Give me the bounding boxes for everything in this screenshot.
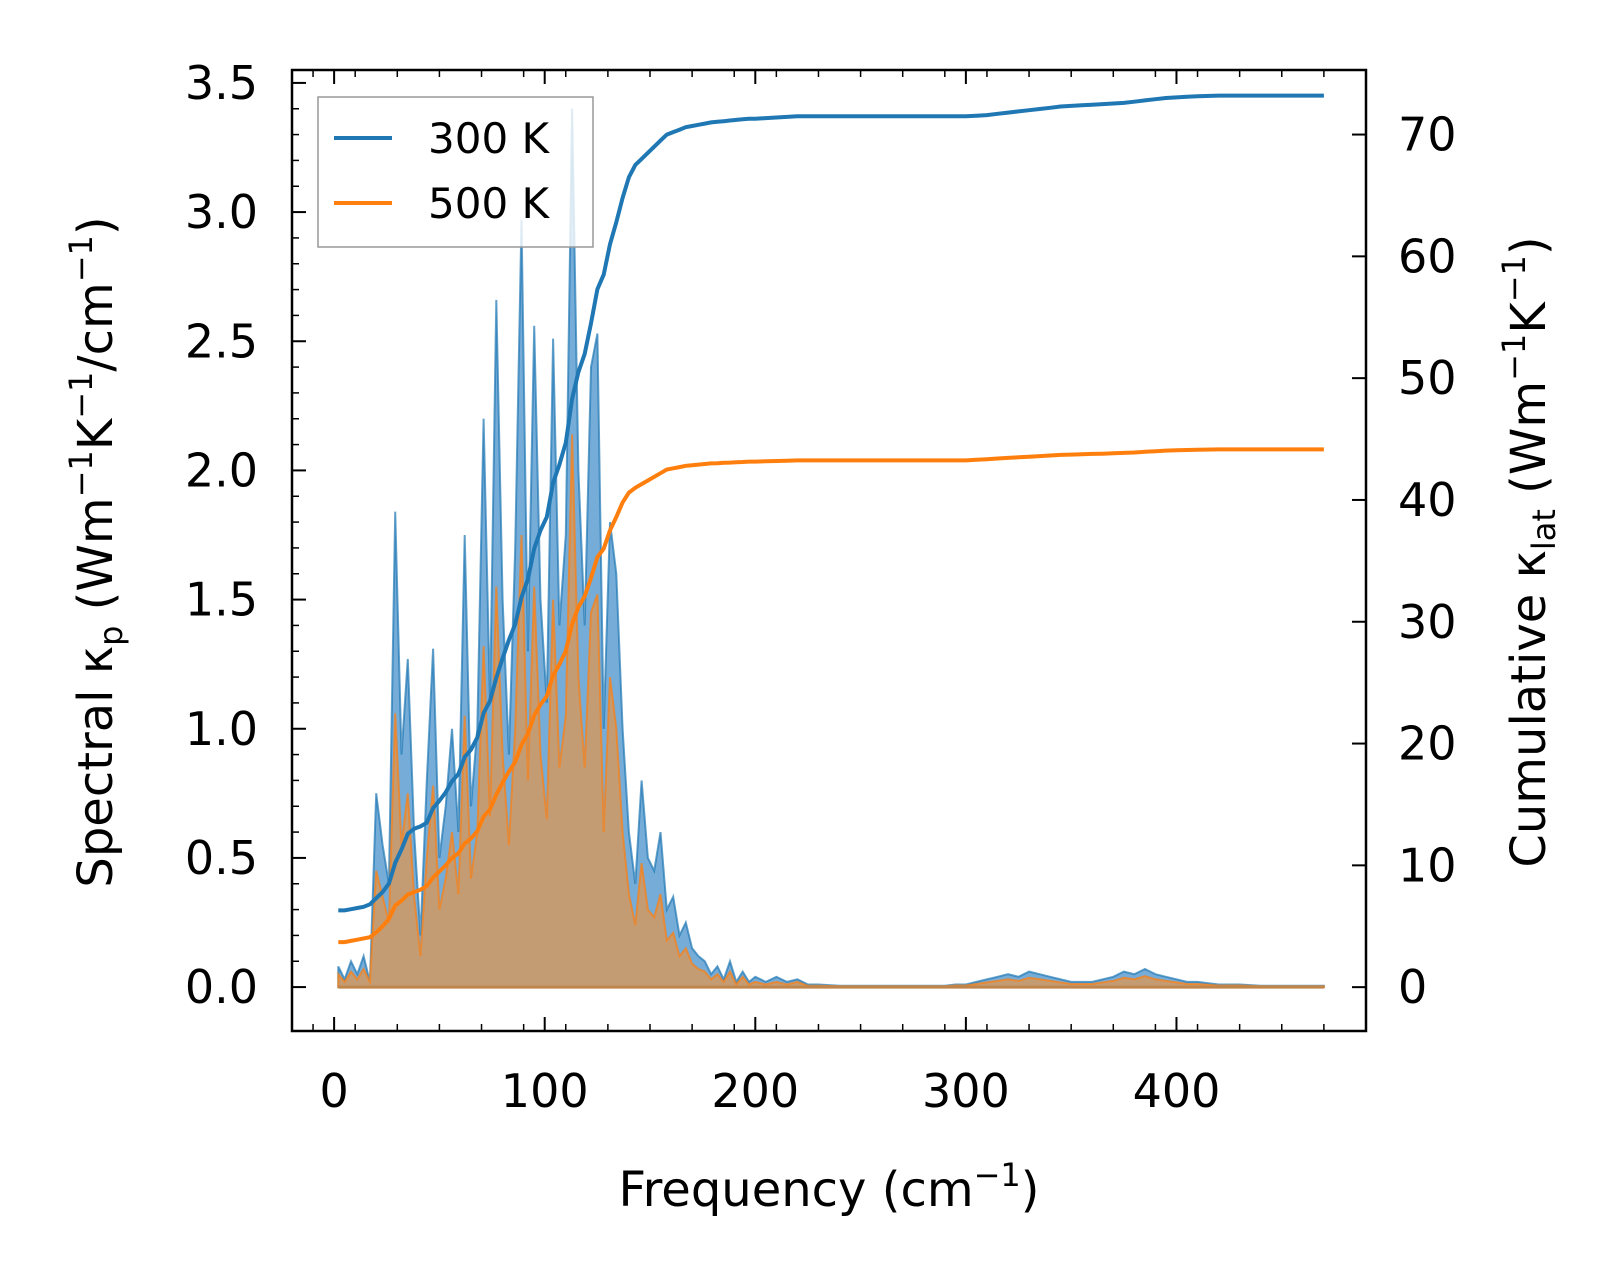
x-tick-label: 100: [501, 1064, 589, 1118]
x-axis-label: Frequency (cm−1): [618, 1156, 1039, 1218]
y-axis-right-label: Cumulative κlat (Wm−1K−1): [1495, 236, 1563, 867]
y-right-tick-label: 0: [1398, 960, 1427, 1014]
y-left-tick-label: 0.5: [185, 831, 258, 885]
legend: 300 K 500 K: [317, 96, 594, 248]
y-right-tick-label: 40: [1398, 473, 1457, 527]
y-left-tick-label: 2.5: [185, 314, 258, 368]
y-left-tick-label: 2.0: [185, 443, 258, 497]
legend-label-500k: 500 K: [428, 179, 551, 228]
y-left-tick-label: 1.0: [185, 702, 258, 756]
y-right-tick-label: 30: [1398, 595, 1457, 649]
x-tick-label: 400: [1133, 1064, 1221, 1118]
x-tick-label: 0: [319, 1064, 348, 1118]
ticks: 0 100 200 300 400 0.0 0.5 1.0 1.5 2.0 2.5 3.0 3.5 0 10…: [185, 56, 1457, 1118]
y-right-tick-label: 70: [1398, 108, 1457, 162]
spectral-area-500k: [337, 434, 1325, 989]
y-axis-left-label: Spectral κp (Wm−1K−1/cm−1): [62, 216, 130, 887]
plot-content: [337, 93, 1325, 989]
cumulative-line-300k: [338, 93, 1324, 913]
y-left-tick-label: 1.5: [185, 573, 258, 627]
y-left-tick-label: 3.0: [185, 185, 258, 239]
legend-box: [317, 96, 594, 248]
x-tick-label: 300: [922, 1064, 1010, 1118]
x-tick-label: 200: [711, 1064, 799, 1118]
y-right-tick-label: 50: [1398, 351, 1457, 405]
y-left-tick-label: 3.5: [185, 56, 258, 110]
plot-frame: [290, 68, 1368, 1033]
legend-label-300k: 300 K: [428, 114, 551, 163]
y-left-tick-label: 0.0: [185, 960, 258, 1014]
y-right-tick-label: 20: [1398, 717, 1457, 771]
y-right-tick-label: 60: [1398, 229, 1457, 283]
cumulative-line-500k: [338, 447, 1324, 945]
y-right-tick-label: 10: [1398, 838, 1457, 892]
